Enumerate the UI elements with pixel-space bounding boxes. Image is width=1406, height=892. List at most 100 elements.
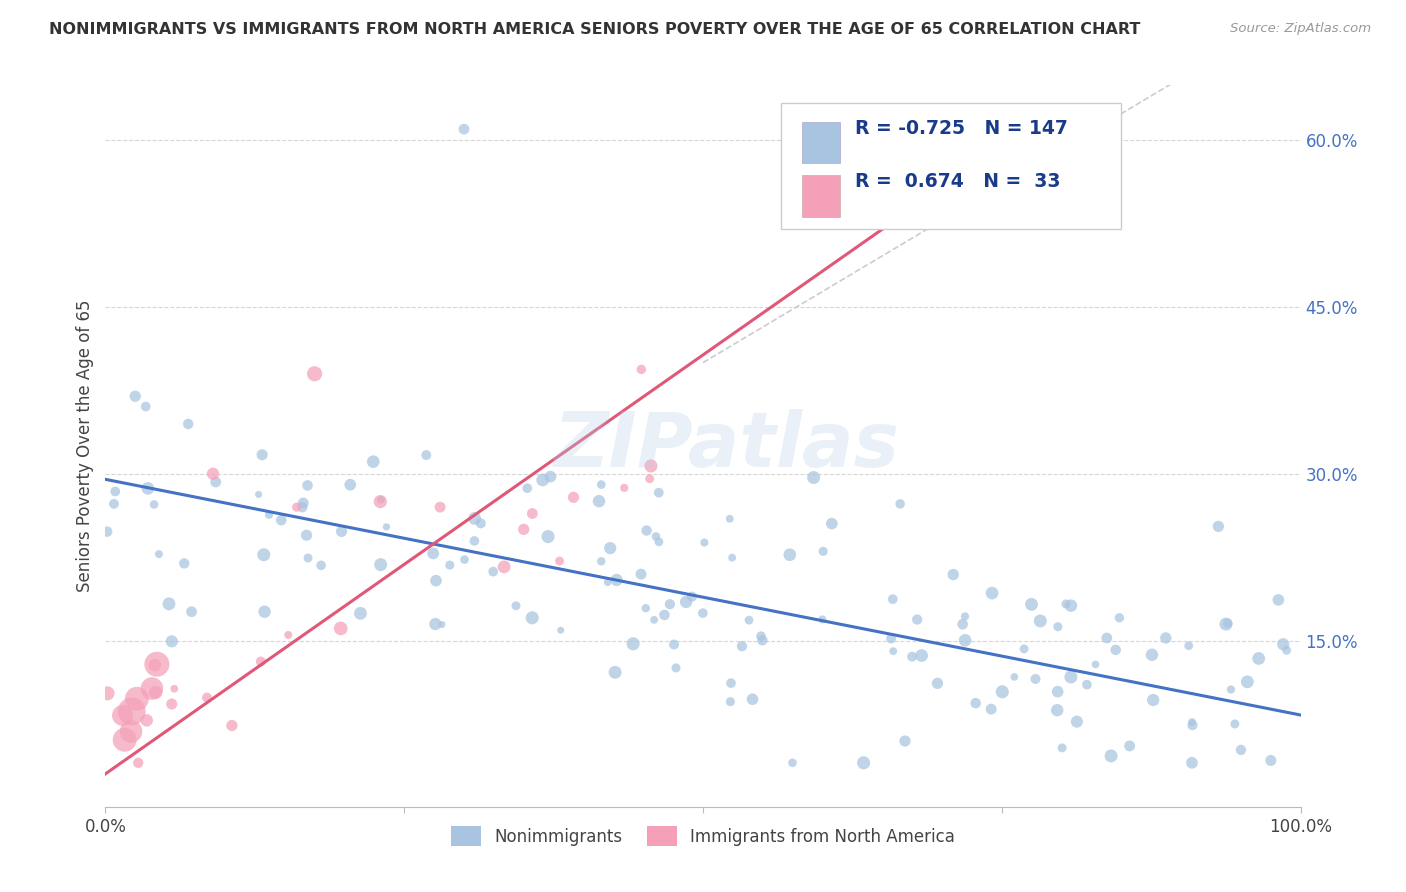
Bar	[803, 175, 841, 217]
Point	[1060, 670, 1083, 684]
Point	[1272, 637, 1295, 651]
Point	[143, 498, 166, 512]
Point	[562, 491, 585, 505]
Point	[550, 624, 572, 638]
Point	[270, 513, 292, 527]
Point	[177, 417, 200, 431]
Point	[721, 550, 744, 565]
Point	[1046, 703, 1069, 717]
Point	[114, 732, 136, 747]
Point	[811, 612, 834, 626]
Point	[285, 500, 308, 515]
Point	[370, 558, 392, 572]
Point	[591, 554, 613, 568]
Point	[453, 552, 475, 566]
Point	[1050, 740, 1073, 755]
Point	[464, 511, 486, 525]
Point	[370, 492, 392, 507]
Point	[1095, 631, 1118, 645]
Point	[368, 494, 391, 508]
Point	[247, 487, 270, 501]
Point	[204, 475, 226, 489]
Point	[1076, 678, 1098, 692]
Point	[304, 367, 326, 381]
Point	[662, 638, 685, 652]
Point	[124, 389, 146, 403]
Point	[297, 551, 319, 566]
Point	[953, 609, 976, 624]
Point	[291, 500, 314, 515]
Point	[675, 595, 697, 609]
Point	[718, 695, 741, 709]
Point	[195, 690, 218, 705]
Point	[120, 724, 142, 739]
Y-axis label: Seniors Poverty Over the Age of 65: Seniors Poverty Over the Age of 65	[76, 300, 94, 592]
Point	[621, 637, 644, 651]
Point	[749, 629, 772, 643]
Point	[588, 494, 610, 508]
Point	[889, 497, 911, 511]
Point	[1177, 639, 1199, 653]
Point	[375, 520, 398, 534]
Point	[1260, 753, 1282, 767]
Point	[104, 484, 127, 499]
Point	[1105, 643, 1128, 657]
Point	[1220, 682, 1243, 697]
Point	[163, 681, 186, 696]
Point	[603, 665, 626, 680]
Point	[135, 400, 157, 414]
Point	[1021, 598, 1043, 612]
Point	[591, 477, 613, 491]
Point	[1216, 616, 1239, 631]
Bar	[803, 121, 841, 163]
Text: R =  0.674   N =  33: R = 0.674 N = 33	[855, 172, 1060, 191]
Point	[882, 592, 904, 607]
Point	[494, 559, 516, 574]
Point	[882, 644, 904, 658]
Point	[513, 522, 536, 536]
Point	[470, 516, 492, 531]
Point	[1066, 714, 1088, 729]
Point	[1046, 620, 1069, 634]
Point	[630, 567, 652, 582]
Point	[803, 470, 825, 484]
Point	[125, 691, 148, 706]
Point	[1247, 651, 1270, 665]
Point	[292, 496, 315, 510]
Point	[991, 685, 1014, 699]
Point	[654, 607, 676, 622]
Point	[339, 477, 361, 491]
Point	[221, 718, 243, 732]
Point	[439, 558, 461, 573]
Point	[1208, 519, 1230, 533]
Point	[505, 599, 527, 613]
Point	[630, 362, 652, 376]
Point	[141, 681, 163, 696]
Point	[1267, 593, 1289, 607]
Point	[1181, 756, 1204, 770]
Point	[1060, 599, 1083, 613]
Point	[636, 524, 658, 538]
Point	[1275, 643, 1298, 657]
Point	[531, 473, 554, 487]
Point	[297, 478, 319, 492]
Point	[980, 702, 1002, 716]
Point	[811, 544, 834, 558]
Point	[1154, 631, 1177, 645]
Point	[160, 697, 183, 711]
Point	[135, 714, 157, 728]
Point	[425, 617, 447, 632]
Point	[148, 547, 170, 561]
Point	[821, 516, 844, 531]
Point	[277, 628, 299, 642]
Point	[942, 567, 965, 582]
Point	[463, 533, 485, 548]
Point	[96, 524, 118, 539]
Text: NONIMMIGRANTS VS IMMIGRANTS FROM NORTH AMERICA SENIORS POVERTY OVER THE AGE OF 6: NONIMMIGRANTS VS IMMIGRANTS FROM NORTH A…	[49, 22, 1140, 37]
Point	[953, 633, 976, 648]
FancyBboxPatch shape	[780, 103, 1122, 229]
Point	[97, 686, 120, 700]
Point	[1118, 739, 1140, 753]
Point	[596, 575, 619, 590]
Point	[965, 696, 987, 710]
